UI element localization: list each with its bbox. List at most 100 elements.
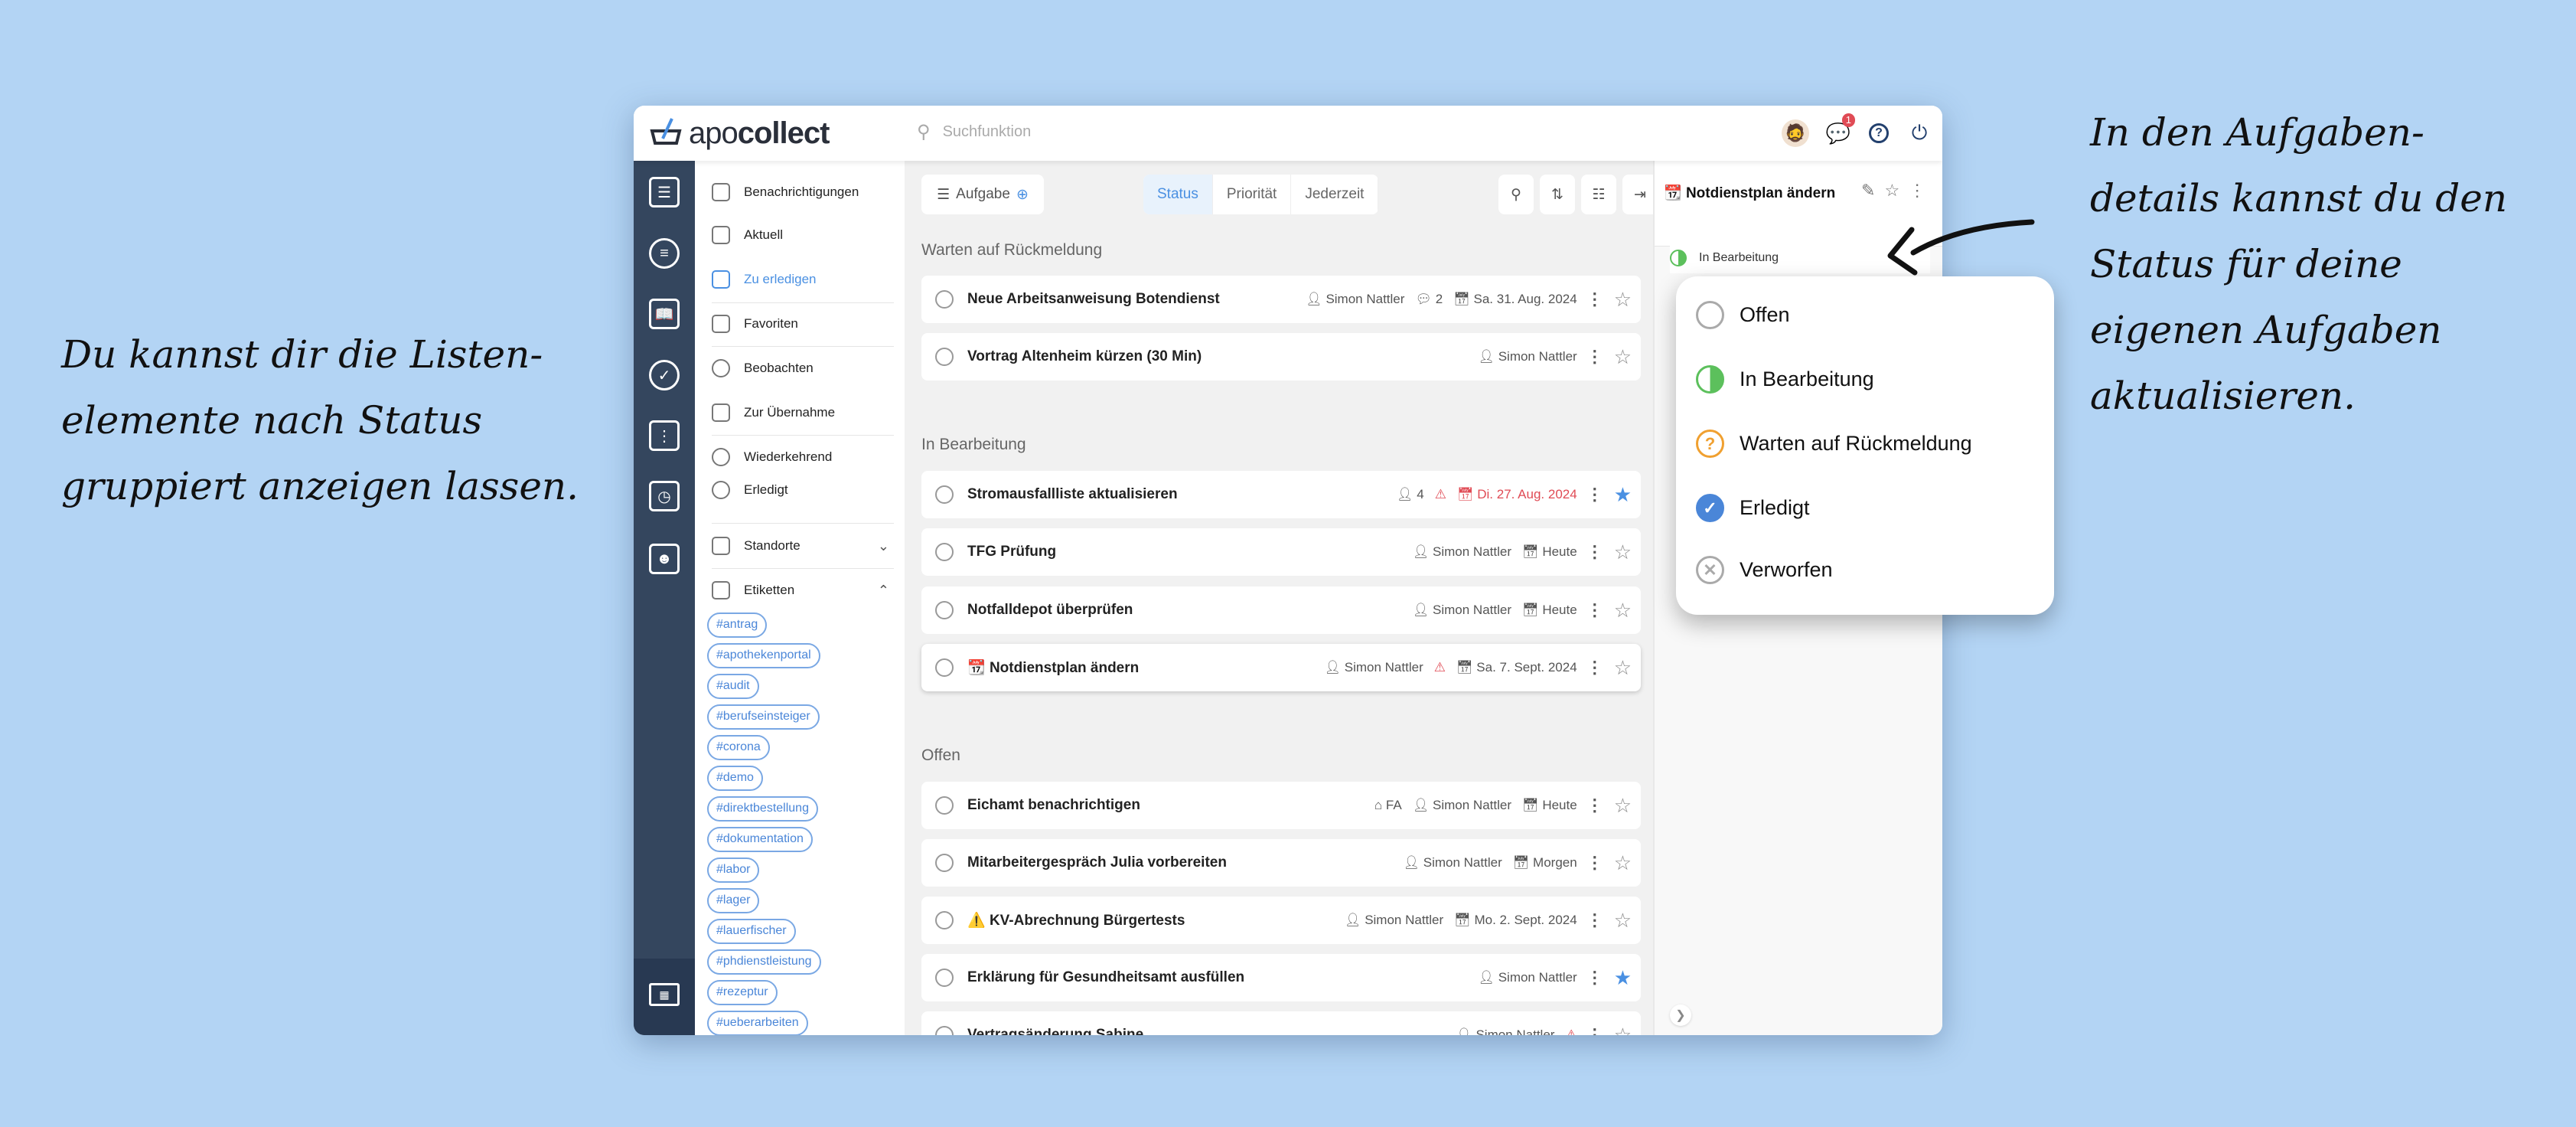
star-icon[interactable]: ☆ bbox=[1613, 345, 1632, 368]
export-button[interactable]: ⇥ bbox=[1622, 175, 1653, 214]
star-icon[interactable]: ☆ bbox=[1613, 540, 1632, 564]
chat-icon[interactable]: ≡ bbox=[649, 238, 680, 269]
star-icon[interactable]: ★ bbox=[1613, 965, 1632, 989]
status-option-offen[interactable]: Offen bbox=[1696, 301, 1790, 329]
task-row[interactable]: Erklärung für Gesundheitsamt ausfüllen 👤︎… bbox=[921, 954, 1641, 1001]
task-row[interactable]: Vertragsänderung Sabine 👤︎ Simon Nattler ⚠… bbox=[921, 1011, 1641, 1035]
more-icon[interactable]: ⋮ bbox=[1909, 181, 1926, 200]
tag-chip[interactable]: #demo bbox=[707, 766, 763, 791]
star-icon[interactable]: ☆ bbox=[1613, 851, 1632, 874]
star-icon[interactable]: ☆ bbox=[1613, 1023, 1632, 1036]
task-row[interactable]: ⚠️ KV-Abrechnung Bürgertests 👤︎ Simon Nat… bbox=[921, 897, 1641, 944]
star-icon[interactable]: ☆ bbox=[1613, 287, 1632, 311]
search-field[interactable]: ⚲ Suchfunktion bbox=[917, 121, 1031, 143]
chevron-down-icon[interactable]: ⌄ bbox=[877, 537, 889, 554]
nav-item-repeat[interactable]: Wiederkehrend bbox=[712, 442, 894, 472]
status-checkbox[interactable] bbox=[935, 911, 954, 929]
more-icon[interactable]: ⋮ bbox=[1586, 542, 1603, 561]
nav-item-eye[interactable]: Beobachten bbox=[712, 353, 894, 384]
more-icon[interactable]: ⋮ bbox=[1586, 485, 1603, 504]
book-icon[interactable]: 📖 bbox=[649, 299, 680, 329]
tag-chip[interactable]: #ueberarbeiten bbox=[707, 1011, 808, 1035]
pencil-icon[interactable]: ✎ bbox=[1861, 181, 1876, 200]
star-icon[interactable]: ★ bbox=[1613, 482, 1632, 506]
status-checkbox[interactable] bbox=[935, 348, 954, 366]
more-icon[interactable]: ⋮ bbox=[1586, 658, 1603, 677]
task-row[interactable]: Stromausfallliste aktualisieren 👤︎ 4 ⚠ 📅︎ D… bbox=[921, 471, 1641, 518]
help-button[interactable]: ? bbox=[1869, 123, 1889, 143]
tag-chip[interactable]: #rezeptur bbox=[707, 980, 778, 1005]
more-icon[interactable]: ⋮ bbox=[1586, 1025, 1603, 1035]
star-icon[interactable]: ☆ bbox=[1613, 598, 1632, 622]
status-checkbox[interactable] bbox=[935, 543, 954, 561]
more-icon[interactable]: ⋮ bbox=[1586, 600, 1603, 619]
task-row[interactable]: Mitarbeitergespräch Julia vorbereiten 👤︎ … bbox=[921, 839, 1641, 887]
status-checkbox[interactable] bbox=[935, 290, 954, 309]
status-checkbox[interactable] bbox=[935, 969, 954, 987]
tag-chip[interactable]: #labor bbox=[707, 858, 760, 883]
notifications-button[interactable]: 💬 1 bbox=[1824, 113, 1855, 147]
chevron-right-icon[interactable]: ❯ bbox=[1670, 1004, 1691, 1026]
more-icon[interactable]: ⋮ bbox=[1586, 968, 1603, 987]
avatar[interactable]: 🧔 bbox=[1782, 119, 1809, 147]
nav-item-pencil[interactable]: Zu erledigen bbox=[712, 264, 894, 295]
tag-chip[interactable]: #phdienstleistung bbox=[707, 949, 821, 975]
tag-chip[interactable]: #lager bbox=[707, 888, 760, 913]
tag-chip[interactable]: #direktbestellung bbox=[707, 796, 818, 822]
more-icon[interactable]: ⋮ bbox=[1586, 910, 1603, 929]
status-checkbox[interactable] bbox=[935, 1026, 954, 1035]
tag-chip[interactable]: #corona bbox=[707, 735, 770, 760]
tag-chip[interactable]: #audit bbox=[707, 674, 759, 699]
nav-item-calendar[interactable]: Aktuell bbox=[712, 220, 894, 250]
tag-chip[interactable]: #lauerfischer bbox=[707, 919, 796, 944]
star-icon[interactable]: ☆ bbox=[1613, 793, 1632, 817]
star-icon[interactable]: ☆ bbox=[1884, 181, 1900, 200]
power-icon[interactable]: ⏻ bbox=[1911, 121, 1928, 144]
news-icon[interactable]: ☰ bbox=[649, 177, 680, 207]
add-task-button[interactable]: ☰ Aufgabe ⊕ bbox=[921, 175, 1044, 214]
star-icon[interactable]: ☆ bbox=[1613, 908, 1632, 932]
detail-status[interactable]: In Bearbeitung bbox=[1670, 243, 1930, 273]
calendar-clock-icon[interactable]: ◷ bbox=[649, 481, 680, 511]
sort-button[interactable]: ⇅ bbox=[1540, 175, 1575, 214]
more-icon[interactable]: ⋮ bbox=[1586, 347, 1603, 366]
nav-item-house[interactable]: Standorte ⌄ bbox=[712, 531, 894, 561]
nav-item-handover[interactable]: Zur Übernahme bbox=[712, 397, 894, 428]
tab-status[interactable]: Status bbox=[1143, 175, 1213, 214]
dashboard-icon[interactable]: ▦ bbox=[649, 983, 680, 1006]
status-checkbox[interactable] bbox=[935, 485, 954, 504]
tag-chip[interactable]: #apothekenportal bbox=[707, 643, 820, 668]
id-badge-icon[interactable]: ☻ bbox=[649, 544, 680, 574]
task-row[interactable]: Neue Arbeitsanweisung Botendienst 👤︎ Simo… bbox=[921, 276, 1641, 323]
task-row[interactable]: Notfalldepot überprüfen 👤︎ Simon Nattler 📅… bbox=[921, 586, 1641, 634]
tag-chip[interactable]: #dokumentation bbox=[707, 827, 813, 852]
status-checkbox[interactable] bbox=[935, 854, 954, 872]
star-icon[interactable]: ☆ bbox=[1613, 655, 1632, 679]
tag-chip[interactable]: #berufseinsteiger bbox=[707, 704, 820, 730]
status-checkbox[interactable] bbox=[935, 658, 954, 677]
search-button[interactable]: ⚲ bbox=[1498, 175, 1534, 214]
more-icon[interactable]: ⋮ bbox=[1586, 289, 1603, 309]
tab-anytime[interactable]: Jederzeit bbox=[1291, 175, 1379, 214]
tab-priority[interactable]: Priorität bbox=[1213, 175, 1292, 214]
more-icon[interactable]: ⋮ bbox=[1586, 795, 1603, 815]
calendar-icon[interactable]: ⋮ bbox=[649, 420, 680, 451]
status-checkbox[interactable] bbox=[935, 601, 954, 619]
nav-item-tag[interactable]: Etiketten ⌃ bbox=[712, 575, 894, 606]
filter-button[interactable]: ☷ bbox=[1581, 175, 1616, 214]
status-option-verworfen[interactable]: ✕ Verworfen bbox=[1696, 556, 1833, 584]
status-option-warten-auf-rückmeldung[interactable]: ? Warten auf Rückmeldung bbox=[1696, 430, 1972, 458]
tag-chip[interactable]: #antrag bbox=[707, 612, 768, 638]
tasks-icon[interactable]: ✓ bbox=[649, 360, 680, 390]
task-row[interactable]: Vortrag Altenheim kürzen (30 Min) 👤︎ Simo… bbox=[921, 333, 1641, 381]
status-option-erledigt[interactable]: ✓ Erledigt bbox=[1696, 494, 1810, 522]
chevron-up-icon[interactable]: ⌃ bbox=[877, 582, 889, 598]
nav-item-star[interactable]: Favoriten bbox=[712, 309, 894, 339]
task-row[interactable]: TFG Prüfung 👤︎ Simon Nattler 📅︎ Heute ⋮ ☆ bbox=[921, 528, 1641, 576]
task-row[interactable]: Eichamt benachrichtigen ⌂ FA 👤︎ Simon Natt… bbox=[921, 782, 1641, 829]
more-icon[interactable]: ⋮ bbox=[1586, 853, 1603, 872]
task-row[interactable]: 📆 Notdienstplan ändern 👤︎ Simon Nattler ⚠ 📅… bbox=[921, 644, 1641, 691]
status-option-in-bearbeitung[interactable]: In Bearbeitung bbox=[1696, 365, 1874, 394]
nav-item-bell-list[interactable]: Benachrichtigungen bbox=[712, 177, 894, 207]
status-checkbox[interactable] bbox=[935, 796, 954, 815]
